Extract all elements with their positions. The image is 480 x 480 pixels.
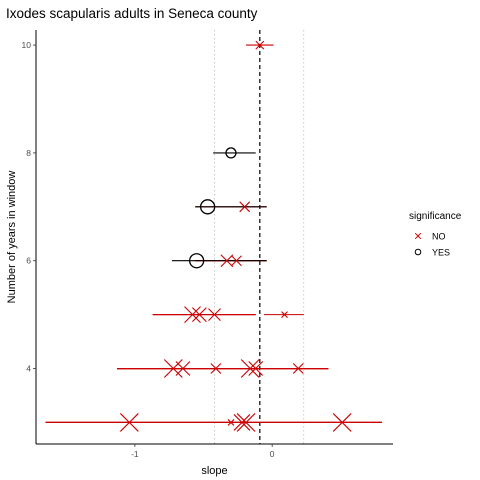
legend-entries: NO YES [414,232,450,258]
chart-title: Ixodes scapularis adults in Seneca count… [6,6,258,21]
point-no [163,359,183,378]
point-no [119,413,139,432]
y-tick-label: 6 [26,256,31,266]
axes [35,30,393,445]
point-no [292,363,304,374]
y-tick-label: 8 [26,148,31,158]
legend: significance NO YES [409,211,462,258]
reference-lines [214,30,305,444]
point-no [231,255,242,267]
point-no [240,359,260,378]
data-points [119,40,352,432]
point-no [227,419,235,426]
x-tick-label: 0 [270,449,275,459]
point-no [210,363,222,374]
y-ticks: 4 6 8 10 [22,40,36,374]
point-no [248,361,264,376]
x-tick-label: -1 [131,449,139,459]
point-no [236,413,256,432]
point-no [175,361,191,376]
y-axis-title: Number of years in window [6,171,18,304]
y-tick-label: 10 [22,40,32,50]
legend-label: YES [432,248,450,258]
point-yes [225,147,237,159]
legend-label: NO [432,232,446,242]
point-no [233,414,251,431]
point-no [281,311,288,319]
point-yes [199,199,216,215]
point-no [192,307,207,323]
x-axis-title: slope [201,465,227,477]
point-yes [188,253,205,269]
point-no [208,308,221,322]
legend-entry-no: NO [414,232,446,242]
legend-entry-yes: YES [414,248,450,258]
point-no [332,413,352,432]
point-no [255,40,265,50]
legend-title: significance [409,211,462,222]
point-no [239,201,251,213]
point-no [220,254,234,268]
point-no [184,306,201,324]
x-ticks: -1 0 [131,444,275,459]
y-tick-label: 4 [26,364,31,374]
error-bars [45,44,383,423]
